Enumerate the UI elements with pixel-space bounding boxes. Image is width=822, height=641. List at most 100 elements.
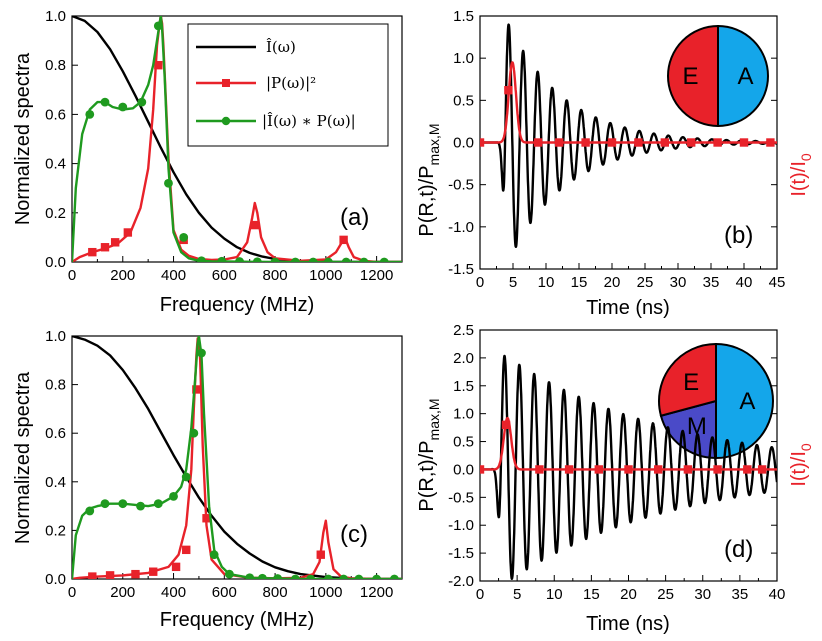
data-point bbox=[316, 550, 325, 559]
data-point bbox=[501, 420, 511, 430]
y-tick-label: -2.0 bbox=[448, 573, 474, 590]
data-point bbox=[687, 138, 696, 147]
y-tick-label: 0.4 bbox=[45, 474, 66, 491]
data-point bbox=[713, 465, 722, 474]
y-tick-label: 2.5 bbox=[453, 322, 474, 339]
data-point bbox=[179, 233, 189, 242]
data-point bbox=[110, 238, 120, 247]
y-tick-label: 1.0 bbox=[45, 328, 66, 345]
pie-label-E: E bbox=[682, 63, 698, 90]
y-axis-label-d-sub: max,M bbox=[426, 398, 442, 440]
y-tick-label: 1.0 bbox=[453, 406, 474, 423]
right-axis-label-d-main: I(t)/I bbox=[788, 451, 810, 487]
data-point bbox=[713, 138, 722, 147]
legend-label-i: Î(ω) bbox=[266, 38, 296, 56]
y-tick-label: 0.8 bbox=[45, 377, 66, 394]
y-tick-label: 1.5 bbox=[453, 378, 474, 395]
x-tick-label: 20 bbox=[604, 274, 621, 291]
legend-marker-ip bbox=[221, 116, 231, 126]
x-tick-label: 25 bbox=[657, 586, 674, 603]
x-tick-label: 20 bbox=[620, 586, 637, 603]
x-axis-label-a: Frequency (MHz) bbox=[160, 294, 314, 316]
x-tick-label: 10 bbox=[546, 586, 563, 603]
x-tick-label: 0 bbox=[68, 267, 76, 284]
data-point bbox=[308, 257, 318, 262]
right-axis-label-b-sub: 0 bbox=[798, 153, 814, 161]
x-tick-label: 1000 bbox=[309, 584, 342, 601]
data-point bbox=[181, 472, 191, 482]
data-point bbox=[766, 138, 775, 147]
x-tick-label: 600 bbox=[212, 584, 237, 601]
data-point bbox=[118, 102, 128, 112]
x-tick-label: 0 bbox=[68, 584, 76, 601]
data-point bbox=[85, 506, 95, 516]
x-tick-label: 10 bbox=[538, 274, 555, 291]
data-point bbox=[217, 256, 227, 262]
data-point bbox=[743, 465, 752, 474]
y-tick-label: 0.5 bbox=[453, 92, 474, 109]
y-axis-label-b: P(R,t)/Pmax,M bbox=[416, 123, 442, 236]
y-tick-label: 0.2 bbox=[45, 205, 66, 222]
x-tick-label: 0 bbox=[476, 274, 484, 291]
x-tick-label: 1200 bbox=[360, 584, 393, 601]
data-point bbox=[339, 235, 348, 245]
y-tick-label: 1.0 bbox=[453, 50, 474, 67]
plot-c: 0 200 400 600 800 1000 1200 0.0 0.2 0.4 0.6 0.8 1.0 bbox=[45, 328, 402, 601]
series-line-|P(w)|^2 bbox=[72, 337, 402, 579]
data-point bbox=[654, 465, 663, 474]
data-point bbox=[192, 385, 201, 394]
x-tick-label: 600 bbox=[212, 267, 237, 284]
data-point bbox=[100, 97, 110, 107]
pie-slice-A bbox=[715, 342, 774, 460]
legend-label-p: |P(ω)|² bbox=[266, 74, 316, 92]
data-point bbox=[359, 257, 369, 262]
data-point bbox=[581, 138, 590, 147]
x-axis-label-c: Frequency (MHz) bbox=[160, 609, 314, 631]
data-point bbox=[389, 574, 399, 579]
panel-d: (d) Time (ns) P(R,t)/Pmax,M I(t)/I0 bbox=[416, 329, 814, 635]
x-tick-label: 25 bbox=[637, 274, 654, 291]
x-tick-label: 40 bbox=[769, 586, 786, 603]
series-line-P(R,t) bbox=[480, 354, 777, 580]
data-point bbox=[379, 257, 389, 262]
panel-label-d: (d) bbox=[724, 536, 753, 563]
data-point bbox=[88, 247, 97, 257]
right-axis-label-d-sub: 0 bbox=[798, 443, 814, 451]
data-point bbox=[105, 571, 115, 579]
y-tick-label: 2.0 bbox=[453, 350, 474, 367]
data-point bbox=[306, 574, 316, 579]
plot-a: 0 200 400 600 800 1000 1200 0.0 0.2 0.4 0.6 0.8 1.0 bbox=[45, 8, 402, 284]
data-point bbox=[372, 574, 382, 579]
y-tick-label: 0.0 bbox=[453, 135, 474, 152]
data-point bbox=[137, 97, 147, 107]
pie-slice-A bbox=[717, 24, 769, 128]
y-tick-label: 0.0 bbox=[45, 571, 66, 588]
x-tick-label: 400 bbox=[161, 267, 186, 284]
pie-label-A: A bbox=[739, 388, 755, 415]
y-axis-label-d-main: P(R,t)/P bbox=[416, 440, 438, 511]
data-point bbox=[504, 86, 513, 95]
y-tick-label: 0.5 bbox=[453, 434, 474, 451]
y-tick-label: 1.5 bbox=[453, 8, 474, 25]
data-point bbox=[136, 501, 145, 511]
data-point bbox=[323, 574, 333, 579]
data-point bbox=[624, 465, 633, 474]
right-axis-label-b: I(t)/I0 bbox=[788, 153, 814, 197]
data-point bbox=[235, 257, 244, 262]
right-axis-label-b-main: I(t)/I bbox=[788, 161, 810, 197]
data-point bbox=[100, 243, 110, 252]
legend-a: Î(ω) |P(ω)|² |Î(ω) ∗ P(ω)| bbox=[187, 23, 389, 147]
x-tick-label: 40 bbox=[736, 274, 753, 291]
data-point bbox=[189, 428, 199, 438]
y-tick-label: 0.0 bbox=[453, 461, 474, 478]
data-point bbox=[169, 491, 178, 501]
y-tick-label: -1.0 bbox=[448, 219, 474, 236]
x-axis-label-b: Time (ns) bbox=[586, 297, 670, 319]
data-point bbox=[607, 138, 617, 147]
data-point bbox=[533, 138, 543, 147]
data-point bbox=[153, 21, 163, 31]
y-tick-label: 0.6 bbox=[45, 425, 66, 442]
data-point bbox=[634, 138, 643, 147]
data-point bbox=[252, 257, 262, 262]
